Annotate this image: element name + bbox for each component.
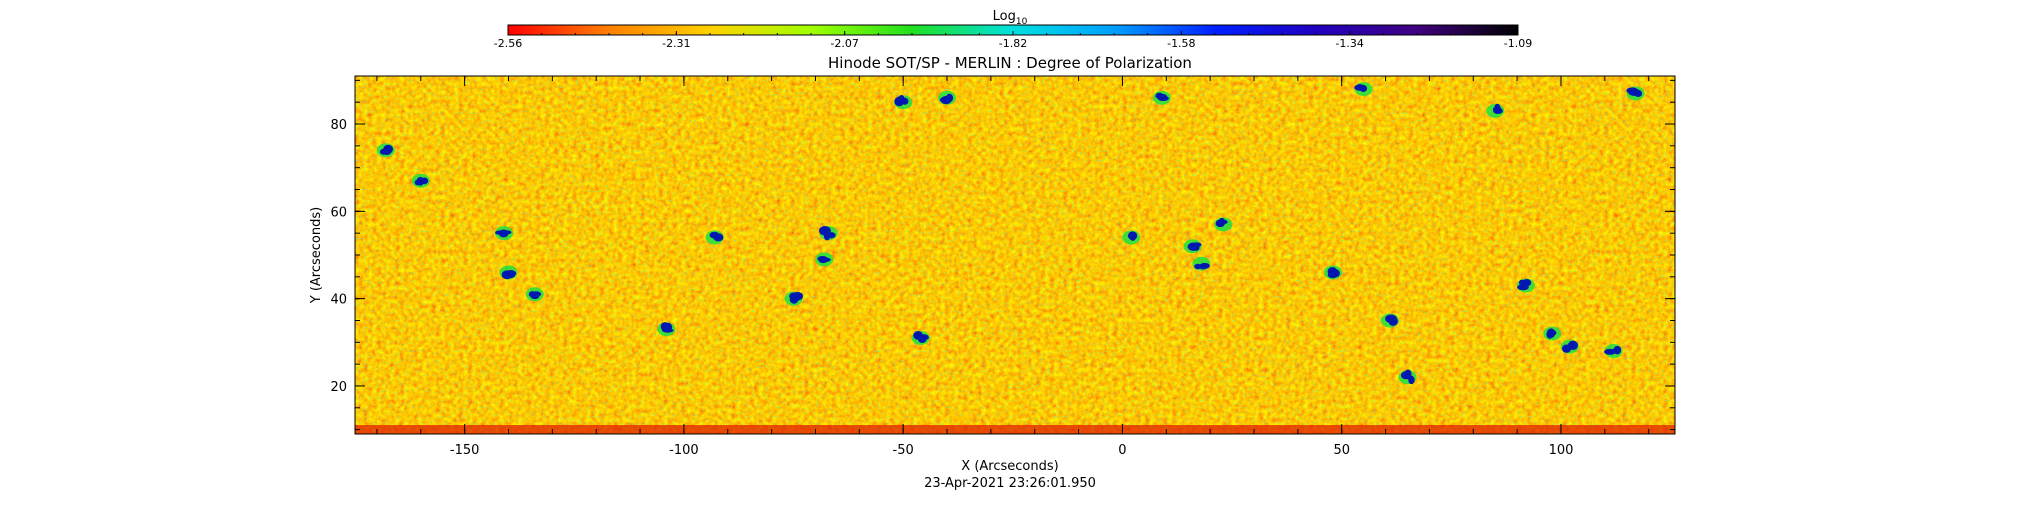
feature-core (1359, 85, 1368, 92)
feature-core (1408, 375, 1415, 385)
colorbar-ticks: -2.56 -2.31 -2.07 -1.82 -1.58 -1.34 -1.09 (494, 31, 1532, 50)
feature-core (414, 179, 421, 186)
feature-core (1128, 231, 1138, 240)
feature-core (1518, 279, 1526, 286)
feature-core (495, 230, 507, 235)
x-tick-label: -50 (893, 443, 914, 458)
timestamp: 23-Apr-2021 23:26:01.950 (924, 476, 1096, 491)
magnetic-feature (938, 90, 957, 105)
feature-core (1330, 269, 1340, 278)
polarization-speckle (355, 76, 1675, 434)
feature-core (898, 95, 905, 105)
chart-title: Hinode SOT/SP - MERLIN : Degree of Polar… (828, 54, 1192, 72)
feature-core (1547, 330, 1557, 336)
x-tick-label: 100 (1549, 443, 1574, 458)
feature-core (1155, 92, 1164, 98)
magnetic-features (376, 82, 1645, 385)
x-tick-label: 0 (1118, 443, 1126, 458)
magnetic-feature (1604, 344, 1623, 359)
x-tick-label: 50 (1333, 443, 1350, 458)
colorbar-tick-label: -1.34 (1335, 37, 1363, 50)
feature-core (383, 144, 393, 154)
y-tick-label: 40 (330, 293, 347, 308)
magnetic-feature (784, 291, 804, 306)
feature-core (1613, 345, 1622, 355)
colorbar-tick-label: -1.09 (1504, 37, 1532, 50)
magnetic-feature (495, 226, 514, 241)
feature-core (1522, 279, 1532, 287)
magnetic-feature (1486, 103, 1505, 118)
feature-core (660, 322, 670, 332)
feature-core (945, 93, 954, 103)
magnetic-feature (911, 330, 930, 345)
feature-core (1400, 371, 1411, 380)
feature-core (823, 231, 831, 241)
magnetic-feature (1323, 265, 1342, 280)
colorbar-tick-label: -1.58 (1167, 37, 1195, 50)
magnetic-feature (411, 173, 430, 188)
colorbar-label: Log10 (993, 9, 1028, 27)
magnetic-feature (525, 287, 544, 302)
feature-core (709, 231, 720, 239)
feature-core (530, 294, 540, 300)
magnetic-feature (1626, 86, 1645, 101)
magnetic-feature (1183, 239, 1202, 254)
feature-core (501, 270, 513, 280)
colorbar-tick-label: -1.82 (999, 37, 1027, 50)
feature-core (1567, 340, 1579, 350)
magnetic-feature (1192, 256, 1211, 271)
magnetic-feature (376, 143, 395, 158)
magnetic-feature (499, 265, 518, 280)
feature-core (1215, 220, 1225, 228)
magnetic-feature (1122, 230, 1141, 245)
magnetic-feature (657, 322, 676, 337)
magnetic-feature (815, 252, 834, 267)
magnetic-feature (1354, 82, 1373, 97)
feature-core (1628, 88, 1640, 96)
heatmap-image (355, 76, 1675, 434)
y-tick-label: 20 (330, 380, 347, 395)
magnetic-feature (1380, 313, 1399, 328)
colorbar-tick-label: -2.07 (830, 37, 858, 50)
y-tick-label: 60 (330, 205, 347, 220)
magnetic-feature (1398, 369, 1417, 385)
x-tick-label: -100 (669, 443, 699, 458)
y-axis-label: Y (Arcseconds) (309, 207, 324, 304)
feature-core (1493, 107, 1503, 114)
feature-core (1193, 244, 1200, 251)
feature-core (817, 255, 828, 262)
feature-core (1387, 315, 1397, 324)
x-tick-label: -150 (450, 443, 480, 458)
magnetic-feature (1560, 339, 1579, 354)
colorbar-tick-label: -2.56 (494, 37, 522, 50)
y-tick-label: 80 (330, 118, 347, 133)
x-axis-label: X (Arcseconds) (961, 459, 1058, 474)
magnetic-feature (819, 226, 838, 241)
magnetic-feature (705, 230, 724, 245)
feature-core (918, 334, 929, 341)
bottom-edge-band (355, 425, 1675, 434)
magnetic-feature (1152, 90, 1171, 105)
magnetic-feature (894, 95, 913, 110)
magnetic-feature (1543, 326, 1562, 341)
magnetic-feature (1214, 217, 1233, 232)
colorbar-tick-label: -2.31 (662, 37, 690, 50)
magnetic-feature (1516, 278, 1535, 293)
feature-core (1198, 263, 1208, 270)
axis-ticks: -150 -100 -50 0 50 100 20 40 60 80 (330, 76, 1675, 458)
feature-core (789, 295, 799, 304)
